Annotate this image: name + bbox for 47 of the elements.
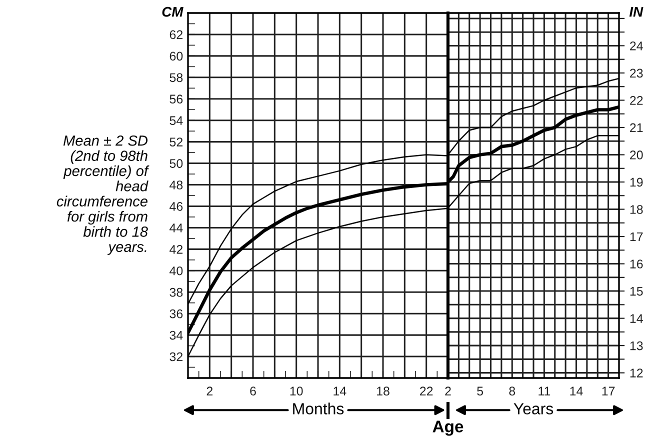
x-axis-title: Months — [293, 402, 344, 414]
y2-tick-label: 18 — [630, 205, 643, 214]
y2-tick-label: 12 — [630, 368, 643, 378]
y-tick-label: 60 — [170, 52, 183, 61]
y2-tick-label: 21 — [630, 123, 643, 132]
y-tick-label: 38 — [170, 288, 183, 297]
x-tick-label: 14 — [334, 386, 346, 396]
y2-tick-label: 19 — [630, 178, 643, 187]
y-tick-label: 50 — [170, 159, 183, 168]
y-tick-label: 34 — [170, 330, 183, 340]
y2-axis-title: IN — [629, 7, 644, 17]
y2-tick-label: 13 — [630, 341, 643, 350]
y-tick-label: 58 — [170, 73, 183, 82]
x-tick-label: 5 — [477, 386, 484, 396]
y-tick-label: 32 — [170, 352, 183, 362]
x-tick-label: 18 — [377, 386, 390, 396]
y2-tick-label: 14 — [630, 314, 643, 323]
y2-tick-label: 20 — [630, 150, 643, 160]
y-tick-label: 42 — [170, 244, 183, 254]
x-tick-label: 17 — [602, 386, 615, 396]
x-tick-label: 6 — [250, 386, 256, 396]
y2-tick-label: 23 — [630, 68, 643, 78]
x-tick-label: 14 — [570, 386, 583, 396]
y-tick-label: 54 — [170, 116, 183, 126]
x-tick-label: 2 — [445, 386, 451, 396]
y2-tick-label: 22 — [630, 96, 643, 105]
y2-tick-label: 24 — [630, 42, 643, 50]
y-tick-label: 62 — [170, 30, 183, 40]
y-tick-label: 56 — [170, 94, 183, 104]
y-tick-label: 48 — [170, 180, 183, 190]
y-tick-label: 52 — [170, 138, 183, 146]
y2-tick-label: 17 — [630, 232, 643, 242]
x-tick-label: 10 — [290, 386, 303, 396]
y-tick-label: 36 — [170, 309, 183, 318]
y-tick-label: 46 — [170, 202, 183, 211]
x-axis-title: Years — [514, 403, 554, 414]
text: Age — [432, 420, 464, 436]
x-tick-label: 22 — [420, 386, 433, 396]
x-tick-label: 8 — [509, 386, 516, 396]
y-axis-title: CM — [162, 6, 184, 17]
y2-tick-label: 15 — [630, 286, 643, 296]
y-tick-label: 44 — [170, 224, 183, 232]
x-tick-label: 2 — [206, 386, 213, 396]
y2-tick-label: 16 — [630, 260, 643, 268]
text: Mean ± 2 SD (2nd to 98th percentile) of head circumference for girls from birth to 18 years. — [56, 135, 150, 255]
x-tick-label: 11 — [538, 386, 550, 396]
y-tick-label: 40 — [170, 266, 183, 276]
